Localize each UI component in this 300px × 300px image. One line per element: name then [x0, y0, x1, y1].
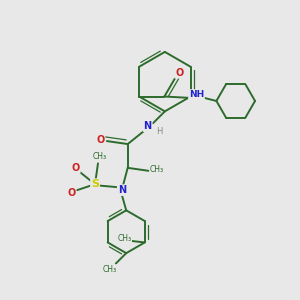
Text: H: H — [156, 127, 163, 136]
Text: N: N — [144, 121, 152, 131]
Text: O: O — [96, 135, 104, 145]
Text: NH: NH — [189, 90, 204, 99]
Text: O: O — [175, 68, 183, 78]
Text: S: S — [91, 179, 99, 189]
Text: CH₃: CH₃ — [150, 165, 164, 174]
Text: CH₃: CH₃ — [118, 234, 132, 243]
Text: O: O — [72, 163, 80, 173]
Text: N: N — [118, 185, 126, 195]
Text: O: O — [67, 188, 75, 198]
Text: CH₃: CH₃ — [103, 265, 117, 274]
Text: CH₃: CH₃ — [92, 152, 106, 161]
